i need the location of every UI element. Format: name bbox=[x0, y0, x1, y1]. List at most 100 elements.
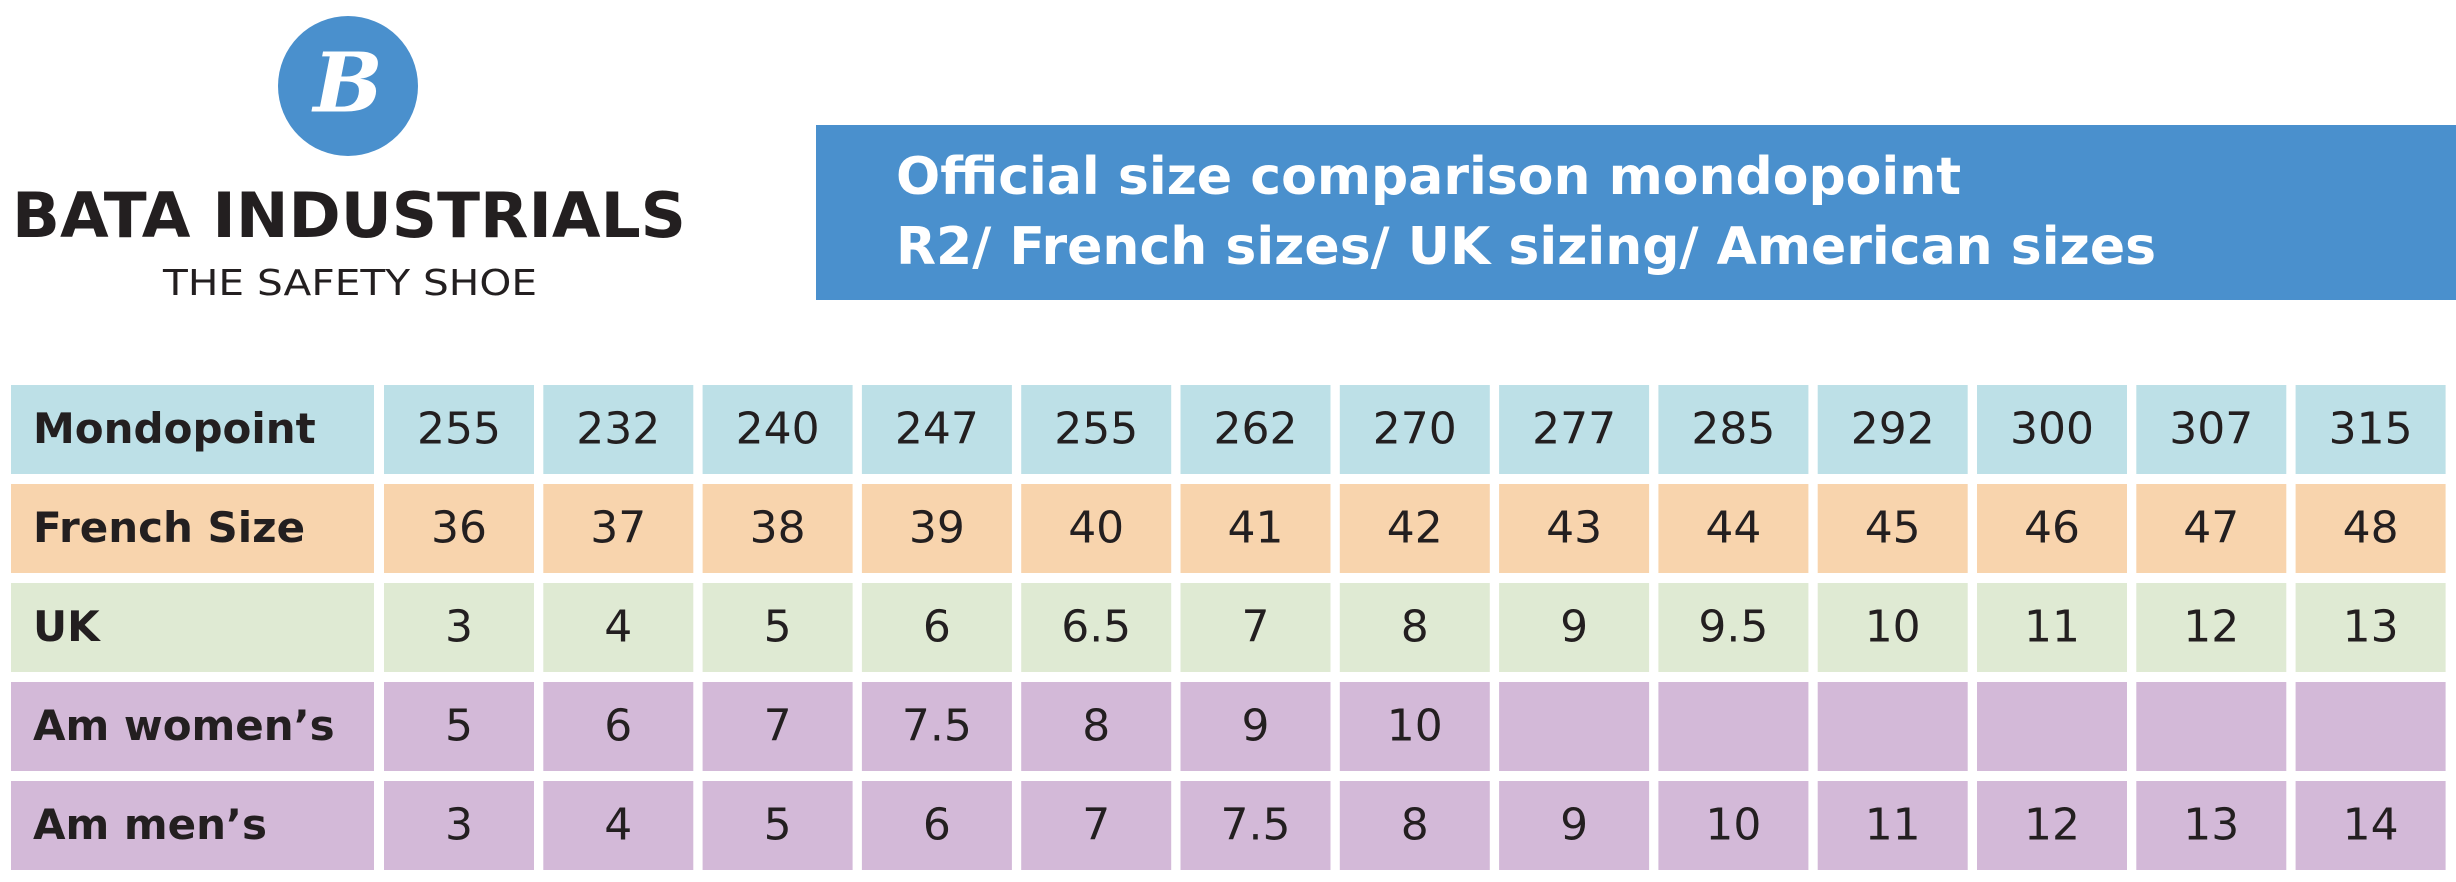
cell-value: 232 bbox=[576, 404, 660, 455]
table-cell bbox=[1021, 781, 1172, 870]
cell-value: 9 bbox=[1242, 701, 1270, 752]
row-label: Am women’s bbox=[33, 701, 335, 750]
table-cell bbox=[2136, 583, 2287, 672]
cell-value: 14 bbox=[2343, 800, 2399, 851]
cell-value: 37 bbox=[590, 503, 646, 554]
cell-value: 39 bbox=[909, 503, 965, 554]
cell-value: 43 bbox=[1546, 503, 1602, 554]
table-cell bbox=[543, 781, 694, 870]
cell-value: 255 bbox=[1054, 404, 1138, 455]
cell-value: 6 bbox=[923, 602, 951, 653]
cell-value: 40 bbox=[1068, 503, 1124, 554]
cell-value: 300 bbox=[2010, 404, 2094, 455]
table-cell bbox=[1658, 781, 1809, 870]
cell-value: 10 bbox=[1865, 602, 1921, 653]
cell-value: 292 bbox=[1851, 404, 1935, 455]
table-cell bbox=[1977, 385, 2127, 474]
table-cell bbox=[1339, 385, 1490, 474]
cell-value: 285 bbox=[1691, 404, 1775, 455]
cell-value: 11 bbox=[1865, 800, 1921, 851]
table-cell bbox=[2136, 682, 2287, 771]
row-label: Am men’s bbox=[33, 800, 267, 849]
table-cell bbox=[2295, 682, 2446, 771]
row-label-cell bbox=[11, 682, 374, 771]
table-cell bbox=[1339, 583, 1490, 672]
table-cell bbox=[1658, 583, 1809, 672]
header-title: R2/ French sizes/ UK sizing/ American si… bbox=[896, 217, 2156, 277]
cell-value: 7.5 bbox=[1221, 800, 1291, 851]
table-cell bbox=[384, 583, 534, 672]
table-cell bbox=[1021, 583, 1172, 672]
row-label-cell bbox=[11, 583, 374, 672]
row-label: UK bbox=[33, 602, 101, 651]
table-cell bbox=[702, 781, 853, 870]
table-cell bbox=[1658, 682, 1809, 771]
cell-value: 8 bbox=[1401, 800, 1429, 851]
table-cell bbox=[543, 682, 694, 771]
cell-value: 13 bbox=[2183, 800, 2239, 851]
table-cell bbox=[2136, 484, 2287, 573]
table-cell bbox=[2136, 781, 2287, 870]
cell-value: 9.5 bbox=[1698, 602, 1768, 653]
table-cell bbox=[1499, 484, 1650, 573]
cell-value: 255 bbox=[417, 404, 501, 455]
cell-value: 11 bbox=[2024, 602, 2080, 653]
table-cell bbox=[1180, 781, 1331, 870]
logo-letter: B bbox=[311, 35, 382, 131]
table-cell bbox=[543, 583, 694, 672]
cell-value: 10 bbox=[1705, 800, 1761, 851]
table-cell bbox=[543, 484, 694, 573]
table-cell bbox=[1977, 583, 2127, 672]
table-cell bbox=[1021, 484, 1172, 573]
cell-value: 10 bbox=[1387, 701, 1443, 752]
table-cell bbox=[861, 385, 1012, 474]
cell-value: 45 bbox=[1865, 503, 1921, 554]
cell-value: 3 bbox=[445, 602, 473, 653]
cell-value: 7.5 bbox=[902, 701, 972, 752]
table-cell bbox=[1180, 583, 1331, 672]
cell-value: 4 bbox=[604, 602, 632, 653]
cell-value: 36 bbox=[431, 503, 487, 554]
table-cell bbox=[1977, 484, 2127, 573]
table-cell bbox=[702, 682, 853, 771]
cell-value: 12 bbox=[2183, 602, 2239, 653]
cell-value: 42 bbox=[1387, 503, 1443, 554]
cell-value: 41 bbox=[1228, 503, 1284, 554]
row-label-cell bbox=[11, 484, 374, 573]
table-cell bbox=[384, 781, 534, 870]
row-label: French Size bbox=[33, 503, 305, 552]
table-cell bbox=[861, 484, 1012, 573]
header-banner bbox=[816, 125, 2456, 300]
cell-value: 5 bbox=[764, 800, 792, 851]
table-cell bbox=[1021, 682, 1172, 771]
table-cell bbox=[1499, 385, 1650, 474]
cell-value: 270 bbox=[1373, 404, 1457, 455]
cell-value: 6.5 bbox=[1061, 602, 1131, 653]
cell-value: 262 bbox=[1214, 404, 1298, 455]
table-cell bbox=[1180, 682, 1331, 771]
cell-value: 48 bbox=[2343, 503, 2399, 554]
row-label: Mondopoint bbox=[33, 404, 316, 453]
table-cell bbox=[1658, 484, 1809, 573]
cell-value: 277 bbox=[1532, 404, 1616, 455]
table-cell bbox=[2295, 583, 2446, 672]
table-cell bbox=[861, 682, 1012, 771]
table-cell bbox=[1817, 682, 1968, 771]
cell-value: 13 bbox=[2343, 602, 2399, 653]
table-cell bbox=[1499, 583, 1650, 672]
table-cell bbox=[2136, 385, 2287, 474]
table-cell bbox=[1817, 385, 1968, 474]
table-cell bbox=[1817, 484, 1968, 573]
table-cell bbox=[543, 385, 694, 474]
cell-value: 5 bbox=[764, 602, 792, 653]
table-cell bbox=[384, 682, 534, 771]
logo-circle bbox=[278, 16, 418, 156]
table-cell bbox=[2295, 484, 2446, 573]
table-cell bbox=[1339, 484, 1490, 573]
table-cell bbox=[1817, 583, 1968, 672]
table-cell bbox=[861, 583, 1012, 672]
cell-value: 8 bbox=[1082, 701, 1110, 752]
cell-value: 9 bbox=[1560, 602, 1588, 653]
